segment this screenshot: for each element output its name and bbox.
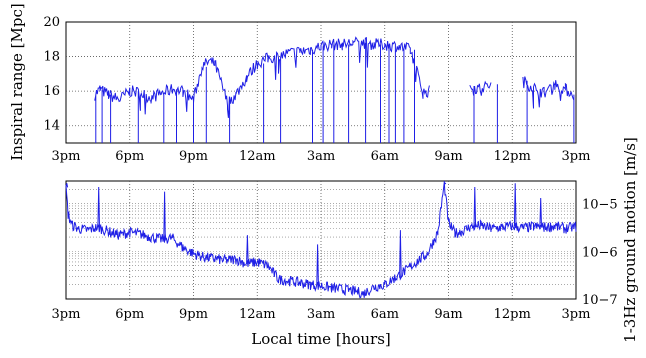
top-gridlines [66, 22, 576, 143]
bottom-y-tick-label: 10−6 [582, 245, 618, 260]
bottom-series-line [65, 180, 577, 299]
bottom-axis-ticks: 3pm 6pm 9pm 12am 3am 6am 9am 12pm 3pm 10−5 10−6 10−… [52, 198, 618, 322]
top-axis-ticks: 3pm 6pm 9pm 12am 3am 6am 9am 12pm 3pm 14 16 18 20 [43, 15, 590, 164]
top-x-tick-label: 6am [371, 149, 399, 164]
bottom-panel: 3pm 6pm 9pm 12am 3am 6am 9am 12pm 3pm 10−5 10−6 10−… [52, 137, 639, 348]
bottom-y-tick-label: 10−5 [582, 198, 618, 213]
top-x-tick-label: 12pm [494, 149, 531, 164]
bottom-x-tick-label: 12pm [494, 307, 531, 322]
top-x-tick-label: 12am [239, 149, 276, 164]
bottom-plot-frame [65, 180, 577, 300]
bottom-x-axis-label: Local time [hours] [251, 330, 391, 348]
bottom-x-tick-label: 6pm [115, 307, 144, 322]
bottom-x-tick-label: 3pm [52, 307, 81, 322]
top-x-tick-label: 3pm [562, 149, 591, 164]
bottom-y-axis-label: 1-3Hz ground motion [m/s] [621, 137, 639, 343]
bottom-x-tick-label: 3pm [562, 307, 591, 322]
top-y-tick-label: 18 [43, 50, 60, 65]
bottom-x-tick-label: 12am [239, 307, 276, 322]
bottom-x-tick-label: 9pm [179, 307, 208, 322]
bottom-x-tick-label: 3am [307, 307, 335, 322]
top-y-tick-label: 14 [43, 119, 60, 134]
bottom-gridlines [66, 181, 576, 299]
bottom-y-tick-label: 10−7 [582, 293, 618, 308]
top-series-line [94, 36, 575, 143]
top-panel: 3pm 6pm 9pm 12am 3am 6am 9am 12pm 3pm 14 16 18 20 In… [8, 3, 590, 164]
top-x-tick-label: 9pm [179, 149, 208, 164]
top-y-tick-label: 16 [43, 84, 60, 99]
top-x-tick-label: 3am [307, 149, 335, 164]
top-y-tick-label: 20 [43, 15, 60, 30]
bottom-x-tick-label: 6am [371, 307, 399, 322]
top-y-axis-label: Inspiral range [Mpc] [8, 3, 26, 160]
bottom-x-tick-label: 9am [434, 307, 462, 322]
top-x-tick-label: 6pm [115, 149, 144, 164]
top-x-tick-label: 3pm [52, 149, 81, 164]
top-x-tick-label: 9am [434, 149, 462, 164]
